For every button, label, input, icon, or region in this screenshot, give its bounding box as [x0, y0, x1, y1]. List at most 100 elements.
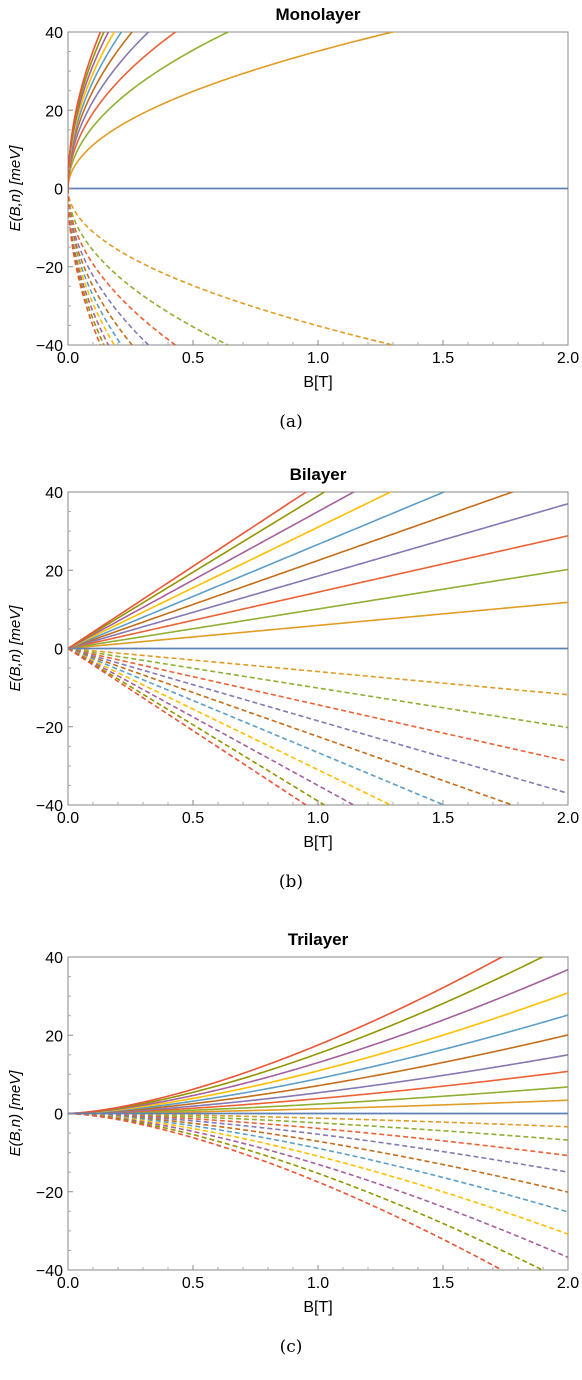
curves: [68, 32, 568, 345]
curves: [68, 957, 568, 1270]
level-neg-n7: [68, 1112, 568, 1235]
x-axis-label: B[T]: [303, 834, 332, 851]
chart-title: Monolayer: [275, 5, 360, 24]
y-tick-label: 40: [45, 485, 63, 502]
level-neg-n2: [68, 647, 568, 729]
level-pos-n5: [68, 1034, 568, 1115]
y-tick-label: −40: [36, 798, 63, 815]
y-tick-label: 40: [45, 25, 63, 42]
x-axis-label: B[T]: [303, 374, 332, 391]
level-pos-n6: [68, 492, 447, 650]
level-pos-n8: [68, 492, 356, 650]
level-neg-n1: [68, 188, 397, 345]
x-tick-label: 0.0: [57, 810, 79, 827]
level-pos-n2: [68, 568, 568, 650]
x-tick-label: 2.0: [557, 810, 579, 827]
y-tick-label: 20: [45, 103, 63, 120]
level-pos-n3: [68, 535, 568, 650]
level-pos-n6: [68, 1014, 568, 1115]
level-pos-n6: [68, 32, 123, 189]
x-tick-label: 2.0: [557, 350, 579, 367]
level-neg-n7: [68, 647, 393, 805]
level-neg-n3: [68, 188, 177, 345]
y-tick-label: −20: [36, 720, 63, 737]
level-neg-n2: [68, 188, 230, 345]
x-tick-label: 0.5: [182, 810, 204, 827]
level-neg-n6: [68, 188, 123, 345]
y-tick-label: 20: [45, 563, 63, 580]
level-pos-n9: [68, 492, 326, 650]
level-neg-n10: [68, 647, 308, 805]
x-tick-label: 1.5: [432, 1275, 454, 1292]
x-tick-label: 0.5: [182, 350, 204, 367]
level-neg-n7: [68, 188, 116, 345]
level-pos-n4: [68, 502, 568, 650]
level-neg-n5: [68, 1112, 568, 1193]
level-neg-n10: [68, 1112, 504, 1270]
level-pos-n10: [68, 957, 504, 1115]
level-pos-n5: [68, 492, 515, 650]
x-tick-label: 1.5: [432, 350, 454, 367]
x-tick-label: 1.5: [432, 810, 454, 827]
level-pos-n7: [68, 32, 116, 189]
level-neg-n6: [68, 647, 447, 805]
chart-trilayer: Trilayer 40 20 0 −20 −400.0 0.5 1.0 1.5 2.0 B[T] E(…: [7, 930, 579, 1316]
level-pos-n8: [68, 968, 568, 1115]
y-axis-label: E(B,n) [meV]: [7, 1070, 24, 1157]
x-tick-label: 1.0: [307, 1275, 329, 1292]
caption-a: (a): [279, 412, 303, 432]
level-neg-n3: [68, 647, 568, 762]
level-neg-n4: [68, 1112, 568, 1173]
y-tick-label: −20: [36, 1185, 63, 1202]
y-tick-label: −40: [36, 1263, 63, 1280]
level-neg-n1: [68, 647, 568, 696]
level-pos-n7: [68, 992, 568, 1115]
level-pos-n2: [68, 1086, 568, 1115]
x-tick-label: 2.0: [557, 1275, 579, 1292]
curves: [68, 492, 568, 805]
y-tick-label: 0: [54, 1107, 63, 1124]
level-pos-n1: [68, 1099, 568, 1115]
caption-b: (b): [278, 872, 304, 892]
chart-monolayer: Monolayer 40 20 0 −20 −400.0 0.5 1.0 1.5 2.0 B[T] E…: [7, 5, 579, 391]
x-tick-label: 0.0: [57, 1275, 79, 1292]
y-tick-label: −20: [36, 260, 63, 277]
level-pos-n9: [68, 32, 105, 189]
level-neg-n6: [68, 1112, 568, 1213]
level-neg-n9: [68, 1112, 545, 1270]
level-pos-n4: [68, 32, 150, 189]
x-tick-label: 1.0: [307, 350, 329, 367]
level-pos-n3: [68, 1070, 568, 1115]
level-pos-n1: [68, 32, 397, 189]
y-tick-label: 40: [45, 950, 63, 967]
chart-bilayer: Bilayer 40 20 0 −20 −400.0 0.5 1.0 1.5 2.0 B[T] E(B…: [7, 465, 579, 851]
level-pos-n5: [68, 32, 134, 189]
level-neg-n4: [68, 647, 568, 795]
chart-title: Bilayer: [290, 465, 347, 484]
x-tick-label: 0.0: [57, 350, 79, 367]
level-neg-n8: [68, 1112, 568, 1259]
level-neg-n5: [68, 647, 515, 805]
level-pos-n8: [68, 32, 110, 189]
y-tick-label: 0: [54, 182, 63, 199]
x-axis-label: B[T]: [303, 1299, 332, 1316]
level-pos-n7: [68, 492, 393, 650]
panel-monolayer: Monolayer 40 20 0 −20 −40 0.0 0.5 1.0 1.5 2.0 B[T] E…: [0, 0, 582, 460]
level-pos-n1: [68, 601, 568, 650]
panel-bilayer: Bilayer 40 20 0 −20 −40 0.0 0.5 1.0 1.5 2.0 B[T] E(B…: [0, 460, 582, 920]
panel-trilayer: Trilayer 40 20 0 −20 −40 0.0 0.5 1.0 1.5 2.0 B[T] E(…: [0, 920, 582, 1380]
caption-c: (c): [279, 1337, 303, 1357]
chart-title: Trilayer: [288, 930, 349, 949]
level-neg-n3: [68, 1112, 568, 1157]
level-pos-n10: [68, 32, 102, 189]
level-pos-n9: [68, 957, 545, 1115]
level-pos-n10: [68, 492, 308, 650]
level-pos-n3: [68, 32, 177, 189]
x-tick-label: 0.5: [182, 1275, 204, 1292]
level-neg-n2: [68, 1112, 568, 1141]
y-tick-label: 0: [54, 642, 63, 659]
y-axis-label: E(B,n) [meV]: [7, 145, 24, 232]
level-pos-n4: [68, 1054, 568, 1115]
y-tick-label: 20: [45, 1028, 63, 1045]
y-axis-label: E(B,n) [meV]: [7, 605, 24, 692]
